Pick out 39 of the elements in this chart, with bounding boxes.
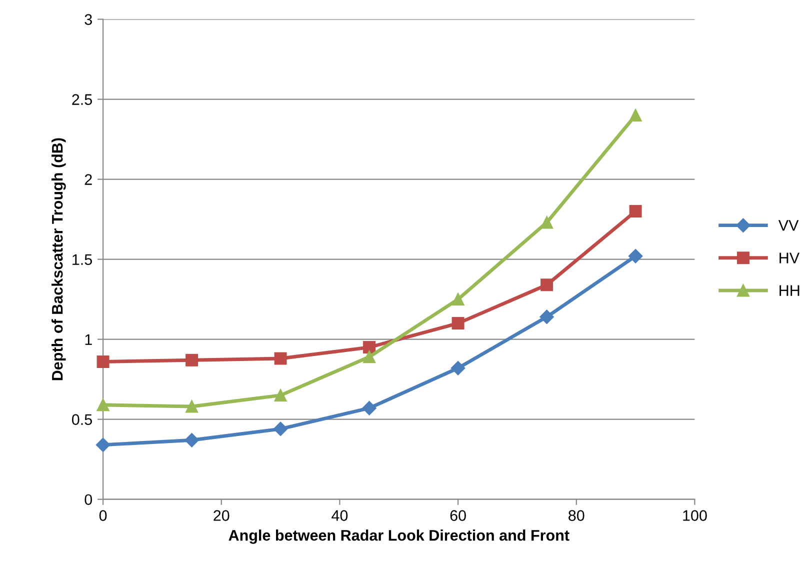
point [540,310,554,324]
y-tick-label: 0.5 [72,414,92,425]
point [274,389,287,402]
legend-label: HH [780,285,800,296]
point [450,361,466,376]
x-tick-label: 80 [568,510,584,521]
point [184,433,199,448]
point [363,350,376,364]
point [186,354,198,366]
point [96,398,110,412]
point [628,249,643,264]
point [186,400,198,413]
y-axis-title: Depth of Backscatter Trough (dB) [52,138,66,380]
x-axis-title: Angle between Radar Look Direction and Front [228,530,570,544]
x-tick-label: 60 [450,510,466,521]
y-tick-label: 1.5 [72,254,92,265]
y-tick-label: 3 [84,14,92,25]
point [629,205,642,218]
point [363,341,376,354]
point [362,401,376,416]
y-tick-label: 2 [84,174,92,185]
y-tick-label: 0 [84,494,92,506]
point [452,293,464,306]
point [540,216,554,229]
x-tick-label: 0 [99,510,107,521]
y-tick-label: 1 [85,334,92,345]
legend-label: HV [780,252,800,264]
point [452,317,464,330]
point [540,278,554,292]
y-tick-label: 2.5 [72,94,92,105]
point [629,109,642,122]
x-tick-label: 100 [683,510,707,521]
point [273,422,288,436]
point [96,355,110,368]
legend-label: VV [778,220,799,231]
x-tick-label: 20 [214,510,230,521]
point [274,352,287,365]
point [96,438,110,452]
x-tick-label: 40 [332,510,348,521]
